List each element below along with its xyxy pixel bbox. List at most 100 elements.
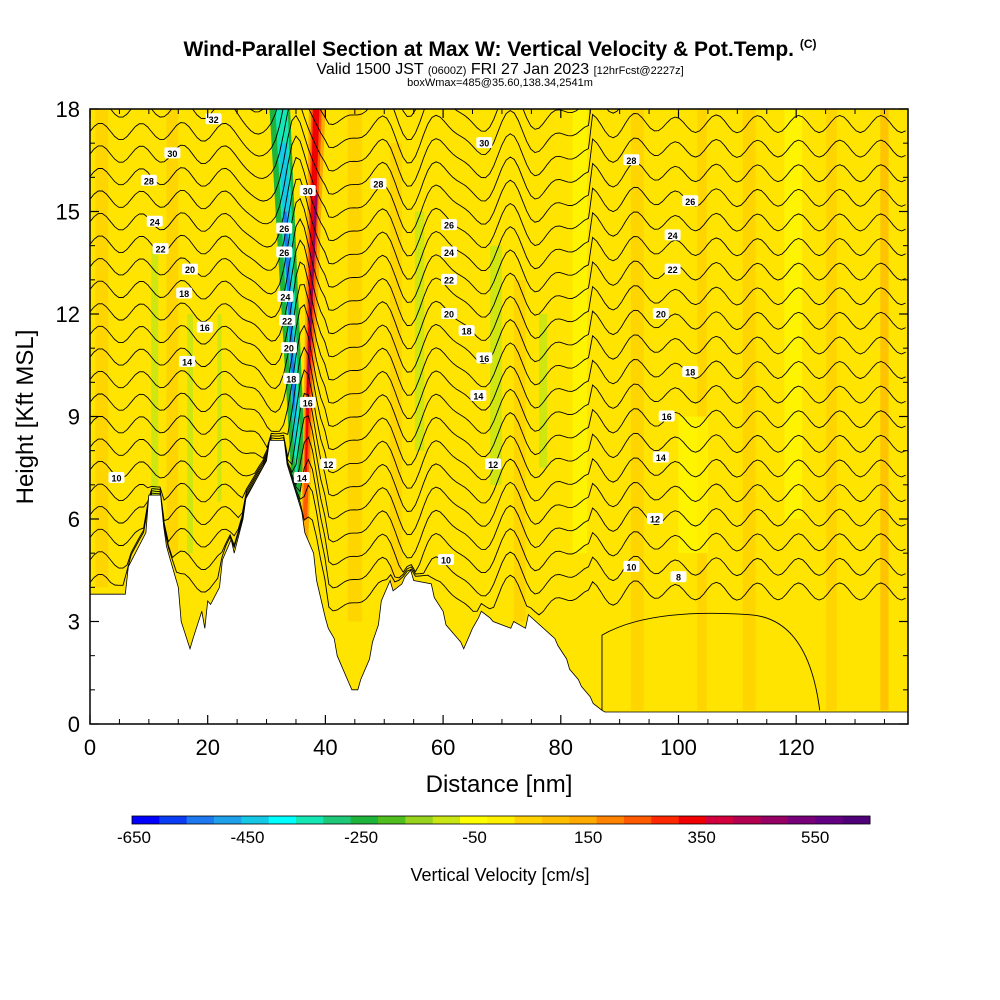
contour-label-bg (293, 472, 310, 483)
colorbar-tick-label: -650 (117, 828, 151, 847)
x-tick-label: 20 (195, 735, 219, 760)
isentrope-contour (90, 178, 906, 280)
contour-label: 26 (682, 195, 699, 207)
contour-label-bg (277, 290, 294, 302)
isentrope-contour (90, 414, 906, 536)
contour-label: 22 (279, 314, 296, 326)
chart-title: Wind-Parallel Section at Max W: Vertical… (0, 37, 1000, 62)
contour-label-text: 16 (200, 323, 210, 333)
downdraft-streak (539, 314, 548, 468)
contour-label-text: 24 (150, 217, 160, 227)
x-tick-label: 120 (778, 735, 815, 760)
colorbar-swatch (432, 816, 461, 824)
contour-label-bg (276, 222, 293, 234)
colorbar-swatch (378, 816, 406, 824)
terrain (90, 439, 908, 724)
colorbar-swatch (542, 816, 570, 824)
downdraft-band (283, 211, 296, 417)
contour-label-text: 20 (185, 265, 195, 275)
colorbar-swatch (132, 816, 160, 824)
contour-label-text: 8 (676, 573, 681, 583)
contour-label-text: 12 (488, 460, 498, 470)
y-tick-label: 18 (56, 97, 80, 122)
contour-label-text: 28 (626, 156, 636, 166)
isentrope-contour (90, 346, 906, 466)
contour-label-bg (146, 215, 163, 227)
updraft-streak (742, 109, 756, 711)
contour-label: 26 (276, 222, 293, 234)
colorbar-swatch (186, 816, 215, 824)
contour-label: 16 (476, 352, 493, 364)
contour-label-text: 16 (662, 412, 672, 422)
contour-label-text: 30 (303, 187, 313, 197)
colorbar-swatch (514, 816, 543, 824)
plot-area: 32 30 28 24 22 20 18 16 14 10 30 26 26 24 22 20 18 16 14 12… (90, 109, 908, 724)
colorbar-swatch (760, 816, 789, 824)
contour-label-bg (176, 287, 193, 299)
colorbar-swatch (569, 816, 598, 824)
contour-label-text: 22 (282, 316, 292, 326)
colorbar-swatch (350, 816, 379, 824)
updraft-streak (390, 143, 402, 605)
contour-label-text: 22 (444, 275, 454, 285)
colorbar-swatch (596, 816, 625, 824)
contour-label-bg (652, 308, 669, 319)
isentrope-contour (90, 324, 906, 443)
colorbar-swatch (624, 816, 652, 824)
contour-label-bg (299, 396, 316, 408)
colorbar-tick-label: -450 (230, 828, 264, 847)
contour-label-text: 10 (111, 474, 121, 484)
contour-label: 26 (440, 219, 457, 231)
contour-label-bg (205, 113, 222, 125)
isentrope-contour (90, 135, 906, 234)
contour-label-bg (476, 352, 493, 364)
contour-label-text: 24 (444, 248, 454, 258)
contour-label: 12 (646, 513, 663, 525)
contour-label-bg (440, 308, 457, 319)
contour-label-text: 26 (279, 224, 289, 234)
colorbar-swatch (651, 816, 680, 824)
x-tick-label: 60 (431, 735, 455, 760)
colorbar-swatch (296, 816, 324, 824)
contour-label-text: 14 (182, 357, 192, 367)
chart-title-text: Wind-Parallel Section at Max W: Vertical… (183, 38, 794, 61)
colorbar-frame (131, 815, 871, 825)
y-tick-label: 12 (56, 302, 80, 327)
contour-label: 14 (179, 355, 196, 367)
valid-date: FRI 27 Jan 2023 (470, 61, 590, 78)
isentrope-contour (90, 156, 906, 257)
contour-label-text: 26 (444, 221, 454, 231)
isentrope-contour (90, 303, 906, 419)
contour-label-text: 20 (284, 344, 294, 354)
isentrope-contour (90, 114, 906, 210)
contour-label-text: 14 (473, 392, 483, 402)
contour-label: 22 (664, 263, 681, 275)
contour-label-bg (623, 154, 640, 166)
colorbar-swatch (214, 816, 242, 824)
contour-label: 16 (658, 410, 675, 422)
contour-label: 20 (280, 342, 297, 354)
y-tick-label: 3 (68, 610, 80, 635)
colorbar-swatch (405, 816, 434, 824)
isentrope-contour (601, 612, 821, 711)
contour-label-text: 22 (668, 265, 678, 275)
colorbar-tick-label: 550 (801, 828, 829, 847)
downdraft-streak (151, 245, 159, 537)
downdraft-streak (217, 314, 222, 502)
colorbar-swatch (788, 816, 816, 824)
colorbar-swatch (706, 816, 734, 824)
contour-label-text: 18 (179, 289, 189, 299)
updraft-streak (630, 109, 644, 711)
contour-label: 28 (370, 178, 387, 190)
contour-label-text: 16 (479, 354, 489, 364)
contour-label-bg (108, 472, 125, 483)
contour-label-text: 30 (479, 139, 489, 149)
contour-label-bg (470, 390, 487, 401)
contour-label-bg (652, 451, 669, 463)
contour-label-text: 12 (323, 460, 333, 470)
contour-label: 30 (476, 137, 493, 149)
x-tick-label: 80 (549, 735, 573, 760)
contour-label-bg (164, 147, 181, 159)
weak-motion-patch (784, 109, 803, 519)
contour-label: 30 (164, 147, 181, 159)
